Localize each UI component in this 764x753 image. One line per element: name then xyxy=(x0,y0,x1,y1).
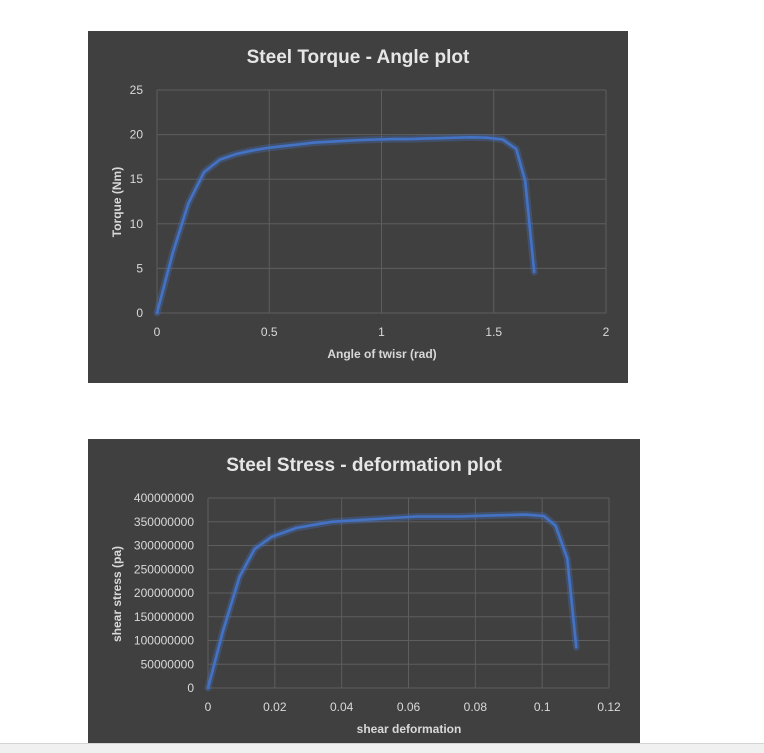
y-tick-label: 20 xyxy=(130,128,144,142)
torque-angle-chart: Steel Torque - Angle plot 0 5 10 15 20 25 0 0.5… xyxy=(88,31,628,383)
y-tick-label: 0 xyxy=(136,306,143,320)
x-tick-label: 0.12 xyxy=(597,700,621,714)
y-axis-title: shear stress (pa) xyxy=(110,546,124,642)
y-tick-label: 250000000 xyxy=(134,562,194,576)
y-tick-label: 5 xyxy=(136,261,143,275)
torque-angle-chart-svg: Steel Torque - Angle plot 0 5 10 15 20 25 0 0.5… xyxy=(110,47,610,361)
stress-deformation-chart: Steel Stress - deformation plot 0 5000000… xyxy=(88,439,640,743)
x-tick-label: 0 xyxy=(205,700,212,714)
x-axis-title: shear deformation xyxy=(357,722,462,736)
x-axis-title: Angle of twisr (rad) xyxy=(327,347,436,361)
x-tick-label: 1.5 xyxy=(485,325,502,339)
x-tick-label: 0.06 xyxy=(397,700,421,714)
y-tick-label: 100000000 xyxy=(134,634,194,648)
x-tick-label: 0.02 xyxy=(263,700,287,714)
y-tick-label: 350000000 xyxy=(134,515,194,529)
y-axis-title: Torque (Nm) xyxy=(110,167,124,237)
x-tick-label: 0.5 xyxy=(261,325,278,339)
series-line xyxy=(155,136,536,315)
y-tick-label: 300000000 xyxy=(134,539,194,553)
y-tick-label: 0 xyxy=(187,681,194,695)
series-line xyxy=(206,513,578,690)
stress-deformation-chart-svg: Steel Stress - deformation plot 0 5000000… xyxy=(110,455,621,736)
y-tick-label: 200000000 xyxy=(134,586,194,600)
y-tick-label: 50000000 xyxy=(141,657,195,671)
x-tick-label: 2 xyxy=(603,325,610,339)
y-tick-label: 25 xyxy=(130,83,144,97)
chart-title: Steel Stress - deformation plot xyxy=(226,455,502,476)
window-bottom-strip xyxy=(0,743,764,753)
x-tick-label: 0.08 xyxy=(464,700,488,714)
series-line-glow xyxy=(204,511,580,692)
y-tick-label: 15 xyxy=(130,172,144,186)
x-tick-label: 0.04 xyxy=(330,700,354,714)
y-tick-label: 400000000 xyxy=(134,491,194,505)
chart-title: Steel Torque - Angle plot xyxy=(247,47,470,68)
y-tick-label: 10 xyxy=(130,217,144,231)
y-tick-label: 150000000 xyxy=(134,610,194,624)
x-tick-label: 0.1 xyxy=(534,700,551,714)
x-tick-label: 1 xyxy=(378,325,385,339)
x-tick-label: 0 xyxy=(154,325,161,339)
